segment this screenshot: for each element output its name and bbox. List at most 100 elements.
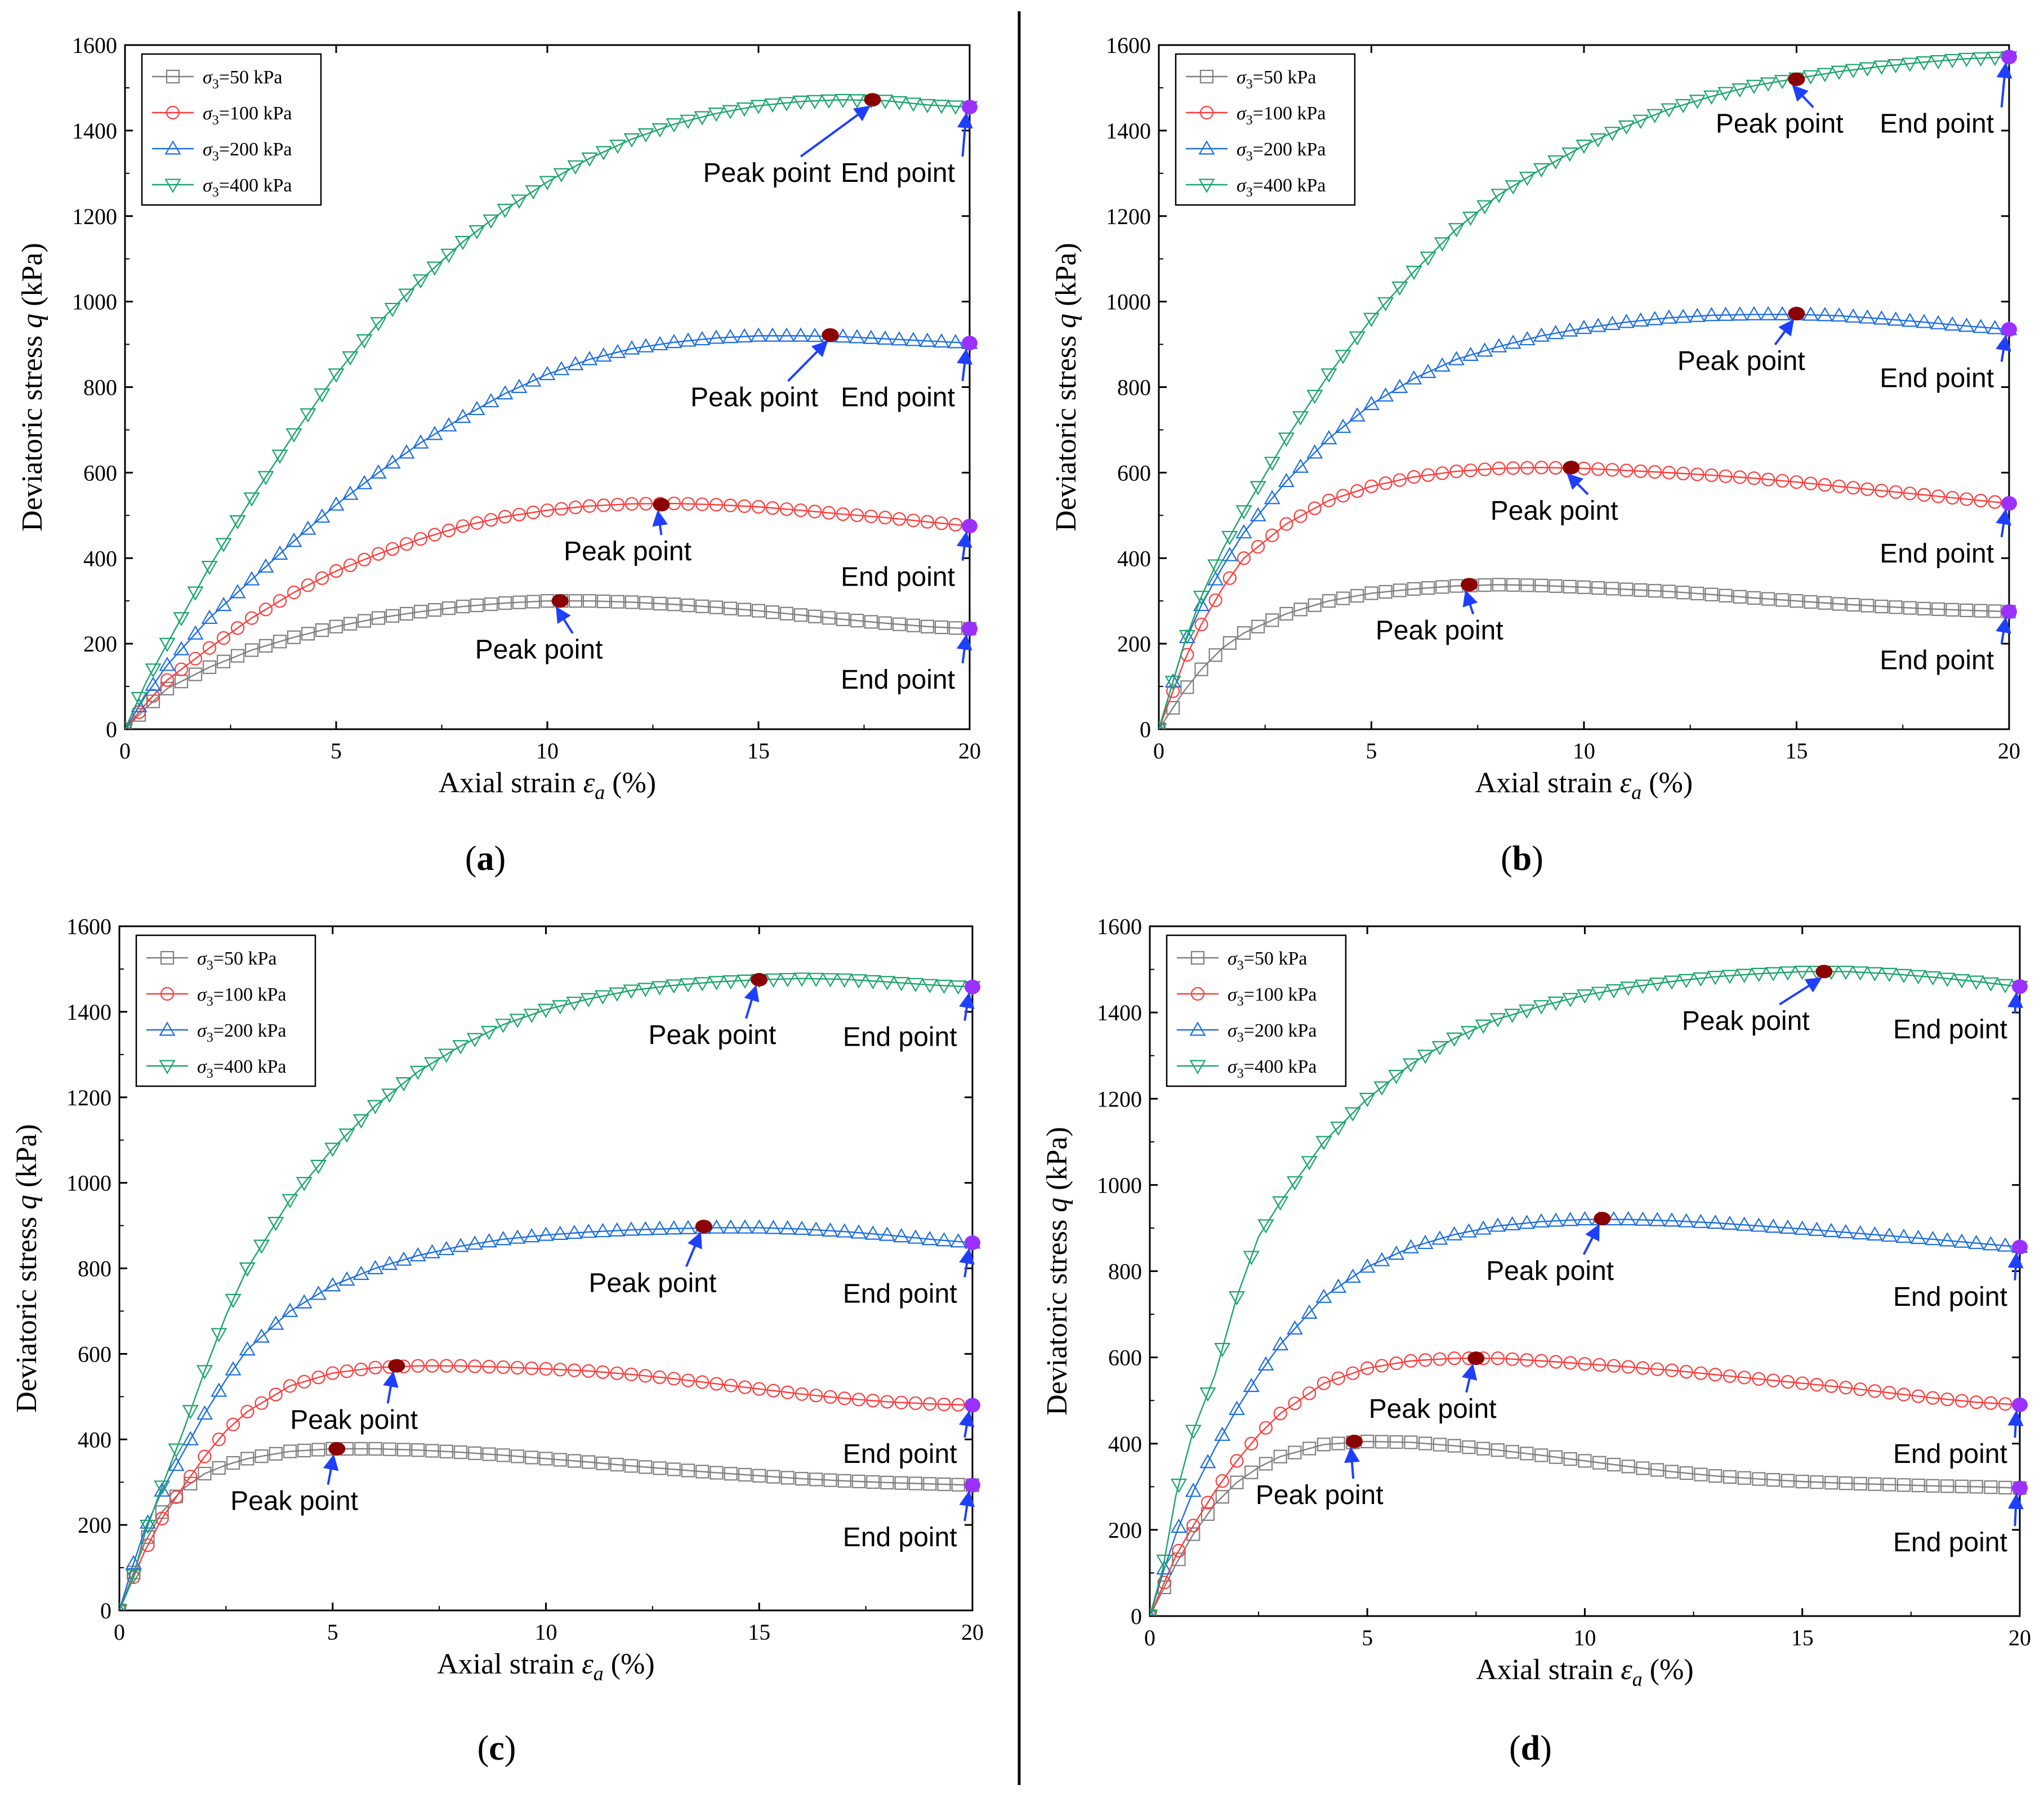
data-point: [1518, 1004, 1536, 1019]
data-point: [412, 434, 429, 449]
legend-item: σ3=100 kPa: [1177, 984, 1316, 1009]
data-point: [1802, 306, 1819, 321]
data-point: [1244, 1436, 1258, 1451]
series-line: [125, 335, 970, 729]
data-point: [1675, 99, 1692, 114]
data-point: [921, 1231, 938, 1246]
data-point: [1824, 1476, 1838, 1490]
data-point: [680, 1220, 697, 1234]
data-point: [1875, 484, 1889, 498]
legend-value: =50 kPa: [219, 67, 283, 88]
annotation-arrow: [652, 510, 668, 535]
legend-label: σ3=400 kPa: [1237, 175, 1326, 200]
data-point: [653, 596, 667, 611]
y-axis-title-var: q: [1050, 314, 1082, 328]
data-point: [1984, 1396, 1998, 1410]
data-point: [1504, 1008, 1521, 1023]
data-point: [737, 499, 752, 513]
data-point: [409, 1065, 426, 1081]
data-point: [1421, 468, 1435, 482]
data-point: [196, 1365, 213, 1380]
data-point: [923, 1477, 937, 1491]
data-point: [596, 1456, 610, 1470]
data-point: [779, 972, 796, 988]
data-point: [836, 612, 850, 626]
series-s200: [1159, 306, 2018, 729]
data-point: [425, 1359, 439, 1373]
legend-label: σ3=50 kPa: [203, 67, 282, 92]
data-point: [498, 510, 512, 524]
legend-sigma: σ: [1228, 1056, 1238, 1077]
data-point: [708, 976, 725, 990]
legend-item: σ3=200 kPa: [1186, 139, 1326, 164]
data-point: [1185, 1483, 1202, 1497]
data-point: [1534, 1448, 1548, 1462]
legend-item: σ3=50 kPa: [1177, 948, 1307, 973]
legend-label: σ3=100 kPa: [203, 103, 292, 128]
x-axis-title-var: ε: [582, 1648, 593, 1680]
data-point: [239, 1262, 256, 1277]
data-point: [539, 176, 556, 190]
data-point: [1264, 490, 1280, 505]
legend-marker: [166, 69, 180, 84]
y-axis-title: Deviatoric stress q (kPa): [16, 243, 48, 532]
data-point: [1721, 970, 1738, 984]
legend-item: σ3=400 kPa: [1186, 175, 1326, 200]
data-point: [864, 615, 878, 629]
data-point: [1179, 630, 1195, 645]
data-point: [849, 94, 865, 109]
data-point: [1987, 320, 2003, 334]
data-point: [1780, 1474, 1795, 1488]
data-point: [1621, 1360, 1635, 1374]
peak-point-label: Peak point: [230, 1487, 358, 1516]
data-point: [709, 600, 724, 614]
data-point: [1646, 109, 1663, 123]
data-point: [269, 1447, 283, 1461]
data-point: [297, 1443, 311, 1458]
data-point: [851, 1474, 866, 1489]
data-point: [780, 1385, 795, 1399]
data-point: [723, 601, 738, 615]
end-point-marker: [965, 979, 980, 994]
data-point: [680, 114, 697, 130]
data-point: [1172, 1543, 1186, 1558]
data-point: [1717, 306, 1734, 321]
peak-point-label: Peak point: [1376, 616, 1503, 646]
data-point: [1344, 1268, 1362, 1283]
data-point: [441, 601, 456, 615]
data-point: [1733, 470, 1747, 484]
data-point: [482, 1447, 496, 1461]
x-axis-title-text: Axial strain: [439, 767, 583, 799]
data-point: [1286, 1176, 1304, 1191]
data-point: [1257, 1356, 1274, 1371]
data-point: [300, 520, 316, 535]
series-line: [119, 978, 973, 1610]
y-axis-title-unit: (kPa): [16, 243, 48, 314]
y-tick-label: 800: [83, 375, 117, 400]
data-point: [1505, 334, 1521, 349]
data-point: [1562, 1212, 1579, 1226]
data-point: [880, 1475, 894, 1490]
data-point: [371, 611, 386, 625]
legend-label: σ3=50 kPa: [1228, 948, 1307, 973]
x-tick-label: 5: [331, 738, 342, 764]
data-point: [624, 1459, 639, 1473]
annotation-arrow: [958, 1410, 975, 1438]
data-point: [1881, 967, 1898, 983]
data-point: [653, 1461, 667, 1475]
data-point: [1779, 966, 1796, 981]
data-point: [1460, 1026, 1478, 1041]
data-point: [282, 1194, 298, 1208]
data-point: [285, 533, 302, 547]
data-point: [1434, 237, 1451, 252]
data-point: [1902, 57, 1918, 72]
data-point: [282, 1302, 298, 1317]
data-point: [1490, 338, 1507, 352]
data-point: [793, 972, 810, 987]
data-point: [370, 464, 387, 479]
legend-sub: 3: [207, 1030, 213, 1045]
data-point: [1605, 463, 1619, 477]
data-point: [1774, 306, 1791, 320]
data-point: [285, 428, 302, 443]
